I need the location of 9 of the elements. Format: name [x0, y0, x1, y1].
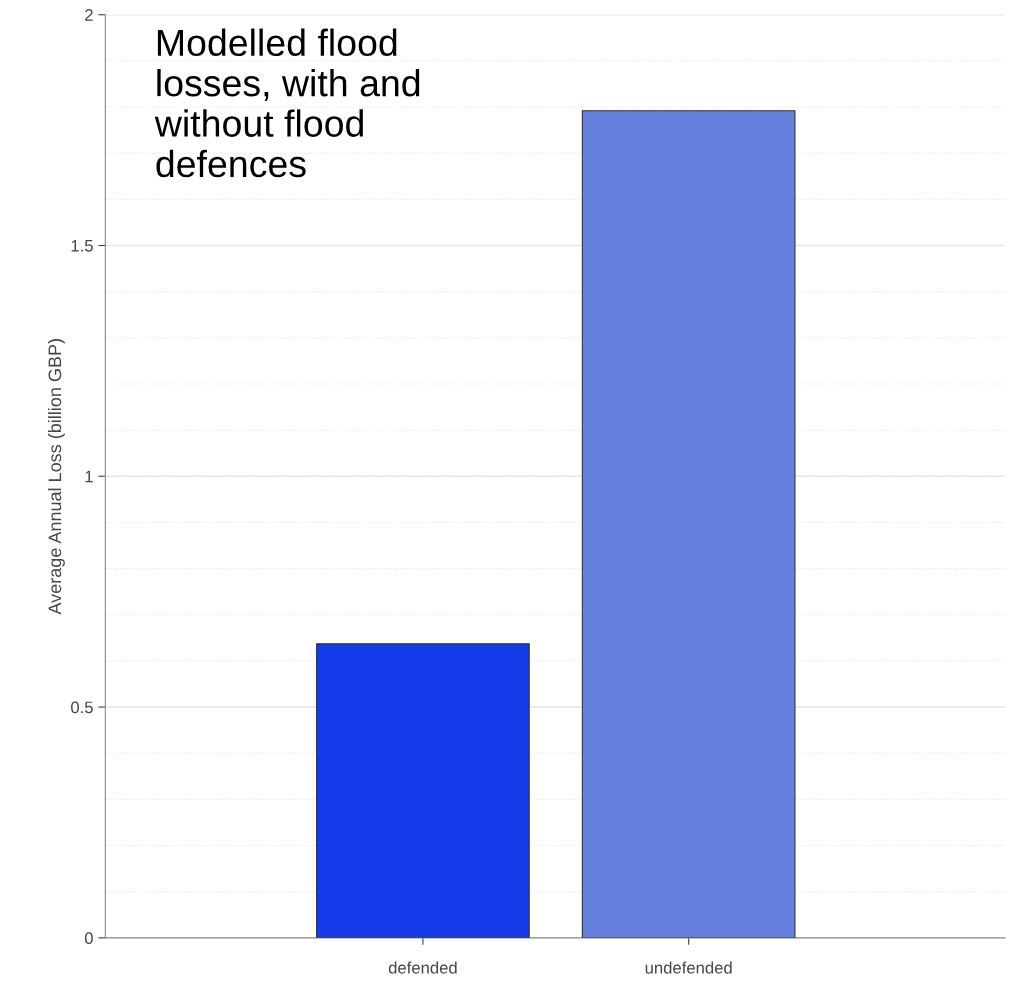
y-tick-label: 0 [84, 932, 93, 945]
x-tick-label: undefended [645, 961, 732, 974]
y-tick-label: 0.5 [71, 701, 93, 714]
y-tick-label: 1 [85, 470, 93, 483]
y-tick-label: 1.5 [71, 240, 93, 252]
text: Modelled flood losses, with and without flood defences [154, 28, 420, 178]
y-tick-label: 2 [85, 9, 93, 21]
x-tick-label: defended [388, 961, 457, 974]
y-axis-title: Average Annual Loss (billion GBP) [47, 339, 65, 615]
